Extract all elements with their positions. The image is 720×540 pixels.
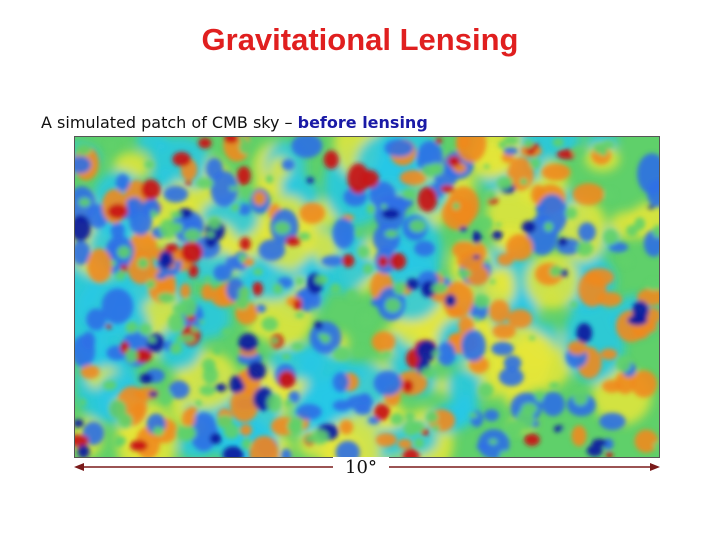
scale-label: 10° xyxy=(333,457,389,478)
map-caption: A simulated patch of CMB sky – before le… xyxy=(41,113,428,132)
cmb-sky-image xyxy=(75,137,659,457)
caption-highlight: before lensing xyxy=(297,113,428,132)
cmb-sky-map xyxy=(74,136,660,458)
caption-prefix: A simulated patch of CMB sky – xyxy=(41,113,298,132)
slide-title: Gravitational Lensing xyxy=(201,22,519,57)
